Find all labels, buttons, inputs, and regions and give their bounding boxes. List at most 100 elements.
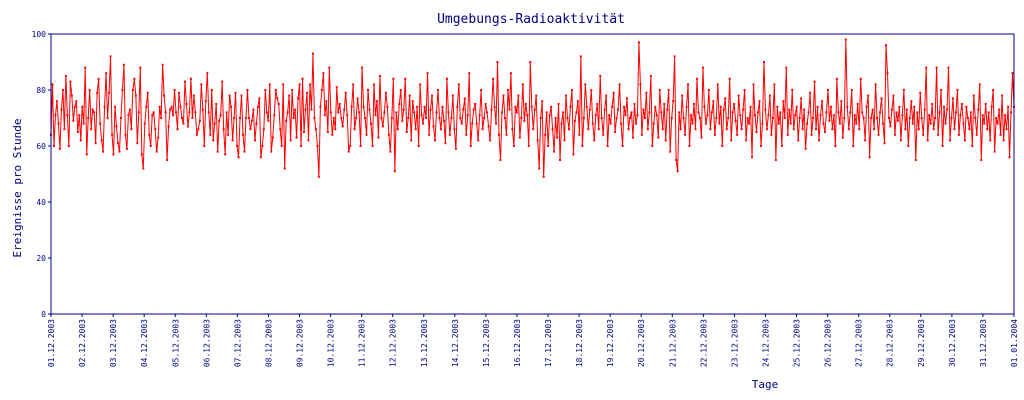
data-point: [334, 128, 337, 131]
data-point: [413, 111, 416, 114]
x-tick-label: 05.12.2003: [171, 319, 180, 367]
data-point: [264, 89, 267, 91]
data-point: [506, 89, 509, 91]
y-tick-label: 80: [36, 86, 46, 95]
data-point: [136, 142, 139, 145]
y-tick-label: 100: [32, 30, 47, 39]
data-point: [838, 122, 841, 125]
data-point: [937, 133, 940, 136]
data-point: [882, 122, 885, 125]
data-point: [51, 83, 54, 86]
data-point: [511, 128, 514, 131]
data-point: [131, 89, 134, 91]
data-point: [667, 89, 670, 91]
data-point: [764, 108, 767, 111]
data-point: [426, 72, 429, 75]
data-point: [242, 133, 244, 136]
data-point: [801, 128, 804, 131]
data-point: [244, 117, 247, 119]
x-tick-label: 26.12.2003: [824, 319, 833, 367]
data-point: [1010, 111, 1013, 114]
data-point: [831, 128, 834, 131]
data-point: [213, 122, 216, 125]
x-tick-label: 10.12.2003: [327, 319, 336, 367]
data-point: [151, 114, 154, 117]
data-point: [736, 133, 739, 136]
data-point: [678, 111, 681, 114]
data-point: [652, 122, 655, 125]
data-point: [722, 108, 725, 111]
data-point: [758, 100, 761, 103]
data-point: [867, 94, 870, 97]
data-point: [676, 170, 679, 173]
data-point: [858, 128, 861, 131]
data-point: [97, 77, 100, 80]
data-point: [279, 128, 282, 131]
data-point: [182, 122, 185, 125]
x-tick-label: 21.12.2003: [668, 319, 677, 367]
data-point: [87, 117, 90, 119]
data-point: [746, 117, 749, 119]
data-point: [61, 89, 64, 91]
data-point: [898, 105, 901, 108]
data-point: [500, 111, 503, 114]
data-point: [429, 108, 432, 111]
data-point: [445, 77, 448, 80]
data-point: [285, 119, 288, 122]
data-point: [483, 117, 486, 119]
data-point: [499, 159, 502, 161]
data-point: [356, 97, 359, 100]
data-point: [984, 103, 987, 105]
data-point: [271, 136, 274, 139]
data-point: [849, 111, 852, 114]
data-point: [609, 122, 612, 125]
data-point: [840, 100, 843, 103]
data-point: [648, 111, 651, 114]
data-point: [332, 117, 335, 119]
data-point: [289, 139, 292, 142]
data-point: [414, 128, 417, 131]
data-point: [721, 145, 724, 147]
data-point: [582, 117, 585, 119]
data-point: [809, 91, 812, 94]
data-point: [185, 103, 188, 105]
data-point: [203, 145, 206, 147]
data-point: [408, 94, 411, 97]
data-point: [541, 100, 544, 103]
data-point: [826, 89, 829, 91]
data-point: [304, 108, 307, 111]
data-point: [865, 105, 868, 108]
data-point: [602, 133, 605, 136]
data-point: [484, 103, 487, 105]
data-point: [734, 119, 737, 122]
data-point: [125, 147, 128, 150]
data-point: [859, 77, 862, 80]
data-point: [690, 114, 693, 117]
data-point: [651, 145, 654, 147]
x-tick-label: 20.12.2003: [637, 319, 646, 367]
data-point: [67, 145, 70, 147]
data-point: [100, 139, 103, 142]
data-point: [487, 125, 490, 128]
data-point: [634, 122, 637, 125]
data-point: [246, 89, 249, 91]
data-point: [158, 105, 161, 108]
data-point: [527, 145, 530, 147]
data-point: [383, 111, 386, 114]
data-point: [704, 122, 707, 125]
data-point: [498, 133, 501, 136]
data-point: [116, 142, 119, 145]
data-point: [265, 111, 268, 114]
data-point: [919, 91, 922, 94]
data-point: [176, 128, 179, 131]
data-point: [774, 159, 777, 161]
data-point: [712, 100, 715, 103]
data-point: [688, 145, 691, 147]
data-point: [224, 153, 227, 156]
data-point: [395, 111, 398, 114]
data-point: [895, 111, 898, 114]
x-tick-label: 24.12.2003: [761, 319, 770, 367]
data-point: [509, 72, 512, 75]
data-point: [890, 108, 893, 111]
data-point: [901, 114, 904, 117]
